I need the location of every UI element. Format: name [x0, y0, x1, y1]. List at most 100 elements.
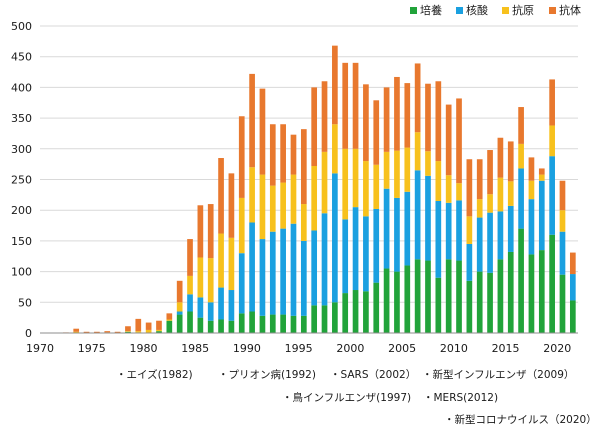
bar-segment-culture-2012 [476, 271, 483, 333]
bar-segment-antigen-2005 [404, 147, 411, 192]
note-sars: ・SARS（2002） [330, 369, 417, 381]
x-tick-label: 2020 [543, 342, 571, 355]
bar-segment-culture-1997 [321, 305, 328, 333]
bar-segment-antigen-1984 [187, 275, 193, 295]
bar-segment-culture-1998 [332, 302, 338, 333]
bar-segment-nucleic-acid-2003 [383, 188, 390, 269]
bar-segment-nucleic-acid-1987 [218, 287, 224, 320]
legend-item-antigen: 抗原 [502, 2, 534, 18]
bar-segment-antibody-2020 [559, 180, 566, 211]
bar-segment-antigen-1989 [238, 197, 245, 254]
bar-segment-antigen-2007 [425, 151, 431, 176]
bar-segment-nucleic-acid-2005 [404, 191, 411, 266]
bar-segment-nucleic-acid-1983 [176, 311, 183, 315]
bar-segment-antibody-2000 [352, 62, 359, 149]
bar-segment-antibody-1989 [238, 116, 245, 198]
x-tick-label: 2005 [388, 342, 416, 355]
bar-segment-culture-1984 [187, 311, 193, 333]
bar-segment-culture-1986 [207, 320, 214, 333]
note-new-influenza: ・新型インフルエンザ（2009） [422, 369, 575, 381]
bar-segment-nucleic-acid-2016 [518, 168, 524, 229]
bar-segment-culture-1999 [342, 293, 349, 333]
bar-segment-nucleic-acid-2013 [487, 212, 493, 273]
y-tick-label: 450 [11, 51, 32, 64]
bar-segment-antibody-1999 [342, 62, 349, 149]
bar-segment-antigen-1980 [145, 329, 152, 333]
bar-segment-culture-2001 [363, 291, 369, 333]
bar-segment-antigen-2020 [559, 210, 566, 232]
x-tick-label: 1970 [26, 342, 54, 355]
bar-segment-antibody-2012 [476, 159, 483, 200]
bar-segment-antibody-2001 [363, 84, 369, 162]
bar-segment-antigen-2015 [507, 181, 514, 206]
bar-segment-antibody-1995 [300, 129, 307, 205]
legend-item-nucleic-acid: 核酸 [456, 2, 488, 18]
legend-item-culture: 培養 [410, 2, 442, 18]
bar-segment-antigen-2004 [394, 150, 400, 198]
y-tick-label: 500 [11, 20, 32, 33]
legend-swatch-nucleic-acid [456, 7, 463, 14]
bar-segment-antibody-2015 [507, 141, 514, 182]
bar-segment-nucleic-acid-2002 [373, 208, 380, 283]
bar-segment-antigen-1988 [228, 237, 235, 291]
x-tick-label: 1995 [285, 342, 313, 355]
legend-swatch-culture [410, 7, 417, 14]
bar-segment-antigen-1999 [342, 148, 349, 220]
bar-segment-antibody-2013 [487, 150, 493, 195]
bar-segment-nucleic-acid-1988 [228, 290, 235, 321]
bar-segment-nucleic-acid-2010 [456, 200, 462, 261]
bar-segment-antibody-1985 [197, 205, 204, 258]
legend-label-antibody: 抗体 [559, 4, 581, 17]
bar-segment-antigen-1992 [269, 185, 276, 232]
y-tick-label: 150 [11, 235, 32, 248]
bar-segment-culture-1991 [259, 315, 266, 333]
bar-segment-culture-2005 [404, 265, 411, 333]
bar-segment-culture-1993 [280, 314, 286, 333]
bar-segment-nucleic-acid-2000 [352, 207, 359, 291]
bar-segment-antigen-2000 [352, 148, 359, 208]
x-tick-label: 1985 [181, 342, 209, 355]
x-tick-label: 2000 [336, 342, 364, 355]
y-tick-label: 0 [25, 327, 32, 340]
x-tick-label: 1975 [78, 342, 106, 355]
bar-segment-nucleic-acid-2011 [466, 243, 473, 281]
bar-segment-antibody-1997 [321, 81, 328, 152]
bar-segment-antigen-1987 [218, 233, 224, 288]
note-mers: ・MERS(2012) [423, 392, 499, 404]
bar-segment-nucleic-acid-2014 [497, 211, 504, 260]
bar-segment-nucleic-acid-2017 [528, 199, 535, 255]
bar-segment-antigen-2002 [373, 164, 380, 209]
bar-segment-antibody-1996 [311, 87, 318, 166]
bar-segment-antigen-2013 [487, 194, 493, 213]
x-tick-label: 1990 [233, 342, 261, 355]
bar-segment-antigen-1986 [207, 258, 214, 303]
bar-segment-nucleic-acid-1991 [259, 239, 266, 316]
bar-segment-culture-1983 [176, 314, 183, 333]
bar-segment-antibody-2004 [394, 76, 400, 151]
legend-item-antibody: 抗体 [549, 2, 581, 18]
bar-segment-antibody-2010 [456, 98, 462, 184]
bar-segment-nucleic-acid-1999 [342, 219, 349, 294]
bar-segment-nucleic-acid-1995 [300, 240, 307, 316]
bar-segment-antibody-1978 [125, 326, 131, 332]
bar-segment-culture-2009 [445, 259, 452, 333]
bar-segment-culture-2017 [528, 254, 535, 333]
bar-segment-antibody-1991 [259, 88, 266, 175]
bar-segment-antibody-2017 [528, 157, 535, 181]
bar-segment-antigen-1996 [311, 165, 318, 231]
bar-segment-antigen-1995 [300, 204, 307, 241]
bar-segment-antibody-1998 [332, 45, 338, 125]
bar-segment-nucleic-acid-2012 [476, 217, 483, 272]
bar-segment-nucleic-acid-2007 [425, 175, 431, 261]
bar-segment-culture-2019 [549, 234, 555, 333]
bar-segment-antibody-2006 [414, 63, 421, 133]
bar-segment-culture-1995 [300, 315, 307, 333]
bar-segment-antigen-2001 [363, 161, 369, 217]
bar-segment-antigen-2011 [466, 216, 473, 244]
note-new-coronavirus: ・新型コロナウイルス（2020） [444, 414, 597, 426]
bar-segment-nucleic-acid-2019 [549, 156, 555, 235]
bar-segment-antibody-1982 [166, 313, 173, 320]
y-tick-label: 50 [18, 296, 32, 309]
bar-segment-culture-2000 [352, 290, 359, 333]
bar-segment-nucleic-acid-1996 [311, 230, 318, 306]
